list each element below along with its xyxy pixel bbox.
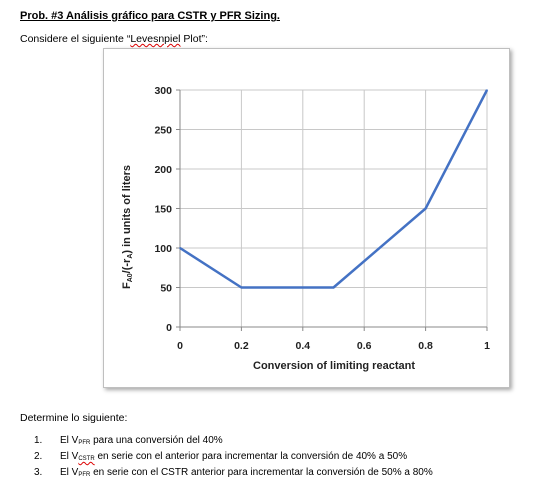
levenspiel-chart: 0 50 100 150 200 250 300 0 0.2 0.4 0.6 0.8 1 Convers…	[103, 48, 510, 388]
y-tick-label: 250	[154, 125, 172, 137]
y-label-f: F	[121, 282, 133, 289]
problem-title: Prob. #3 Análisis gráfico para CSTR y PF…	[20, 10, 280, 22]
question-text: El VPFR en serie con el CSTR anterior pa…	[60, 467, 433, 478]
x-tick-label: 0.6	[357, 340, 372, 352]
y-tick-label: 150	[154, 204, 172, 216]
data-point	[424, 207, 427, 210]
question-item: 2. El VCSTR en serie con el anterior para…	[20, 450, 433, 466]
determine-heading: Determine lo siguiente:	[20, 412, 128, 424]
x-tick-label: 0.2	[234, 340, 249, 352]
grid-layer	[180, 89, 488, 327]
y-axis-label: FA0/(-rA) in units of liters	[121, 165, 134, 289]
question-number: 2.	[34, 451, 43, 462]
chart-svg: 0 50 100 150 200 250 300 0 0.2 0.4 0.6 0.8 1 Convers…	[121, 85, 490, 372]
y-tick-label: 300	[154, 85, 172, 97]
axis-layer: 0 50 100 150 200 250 300 0 0.2 0.4 0.6 0.8 1	[154, 85, 490, 352]
y-label-sub1: A0	[127, 273, 134, 282]
x-tick-label: 0	[177, 340, 183, 352]
question-item: 3. El VPFR en serie con el CSTR anterior …	[20, 466, 433, 482]
data-point	[240, 286, 243, 289]
y-tick-label: 0	[166, 322, 172, 334]
question-item: 1. El VPFR para una conversión del 40%	[20, 434, 433, 450]
intro-prefix: Considere el siguiente “	[20, 33, 131, 45]
question-number: 3.	[34, 467, 43, 478]
x-tick-label: 1	[484, 340, 490, 352]
y-label-mid: /(-r	[121, 258, 133, 273]
question-list: 1. El VPFR para una conversión del 40% 2.…	[20, 434, 433, 482]
y-label-end: ) in units of liters	[121, 165, 133, 254]
question-text: El VPFR para una conversión del 40%	[60, 435, 223, 446]
series-line	[179, 89, 489, 289]
y-label-sub2: A	[127, 254, 134, 259]
intro-text: Considere el siguiente “Levesnpiel Plot”…	[20, 33, 208, 45]
x-tick-label: 0.8	[418, 340, 433, 352]
y-tick-label: 100	[154, 243, 172, 255]
y-tick-label: 200	[154, 164, 172, 176]
x-tick-label: 0.4	[295, 340, 310, 352]
intro-term: Levesnpiel	[130, 33, 181, 45]
series-layer	[179, 89, 489, 289]
data-point	[179, 247, 181, 249]
question-number: 1.	[34, 435, 43, 446]
intro-suffix: Plot”:	[180, 33, 208, 45]
y-tick-label: 50	[160, 283, 172, 295]
data-point	[486, 89, 488, 91]
data-point	[332, 286, 335, 289]
x-axis-label: Conversion of limiting reactant	[253, 360, 415, 372]
question-text: El VCSTR en serie con el anterior para i…	[60, 451, 408, 462]
